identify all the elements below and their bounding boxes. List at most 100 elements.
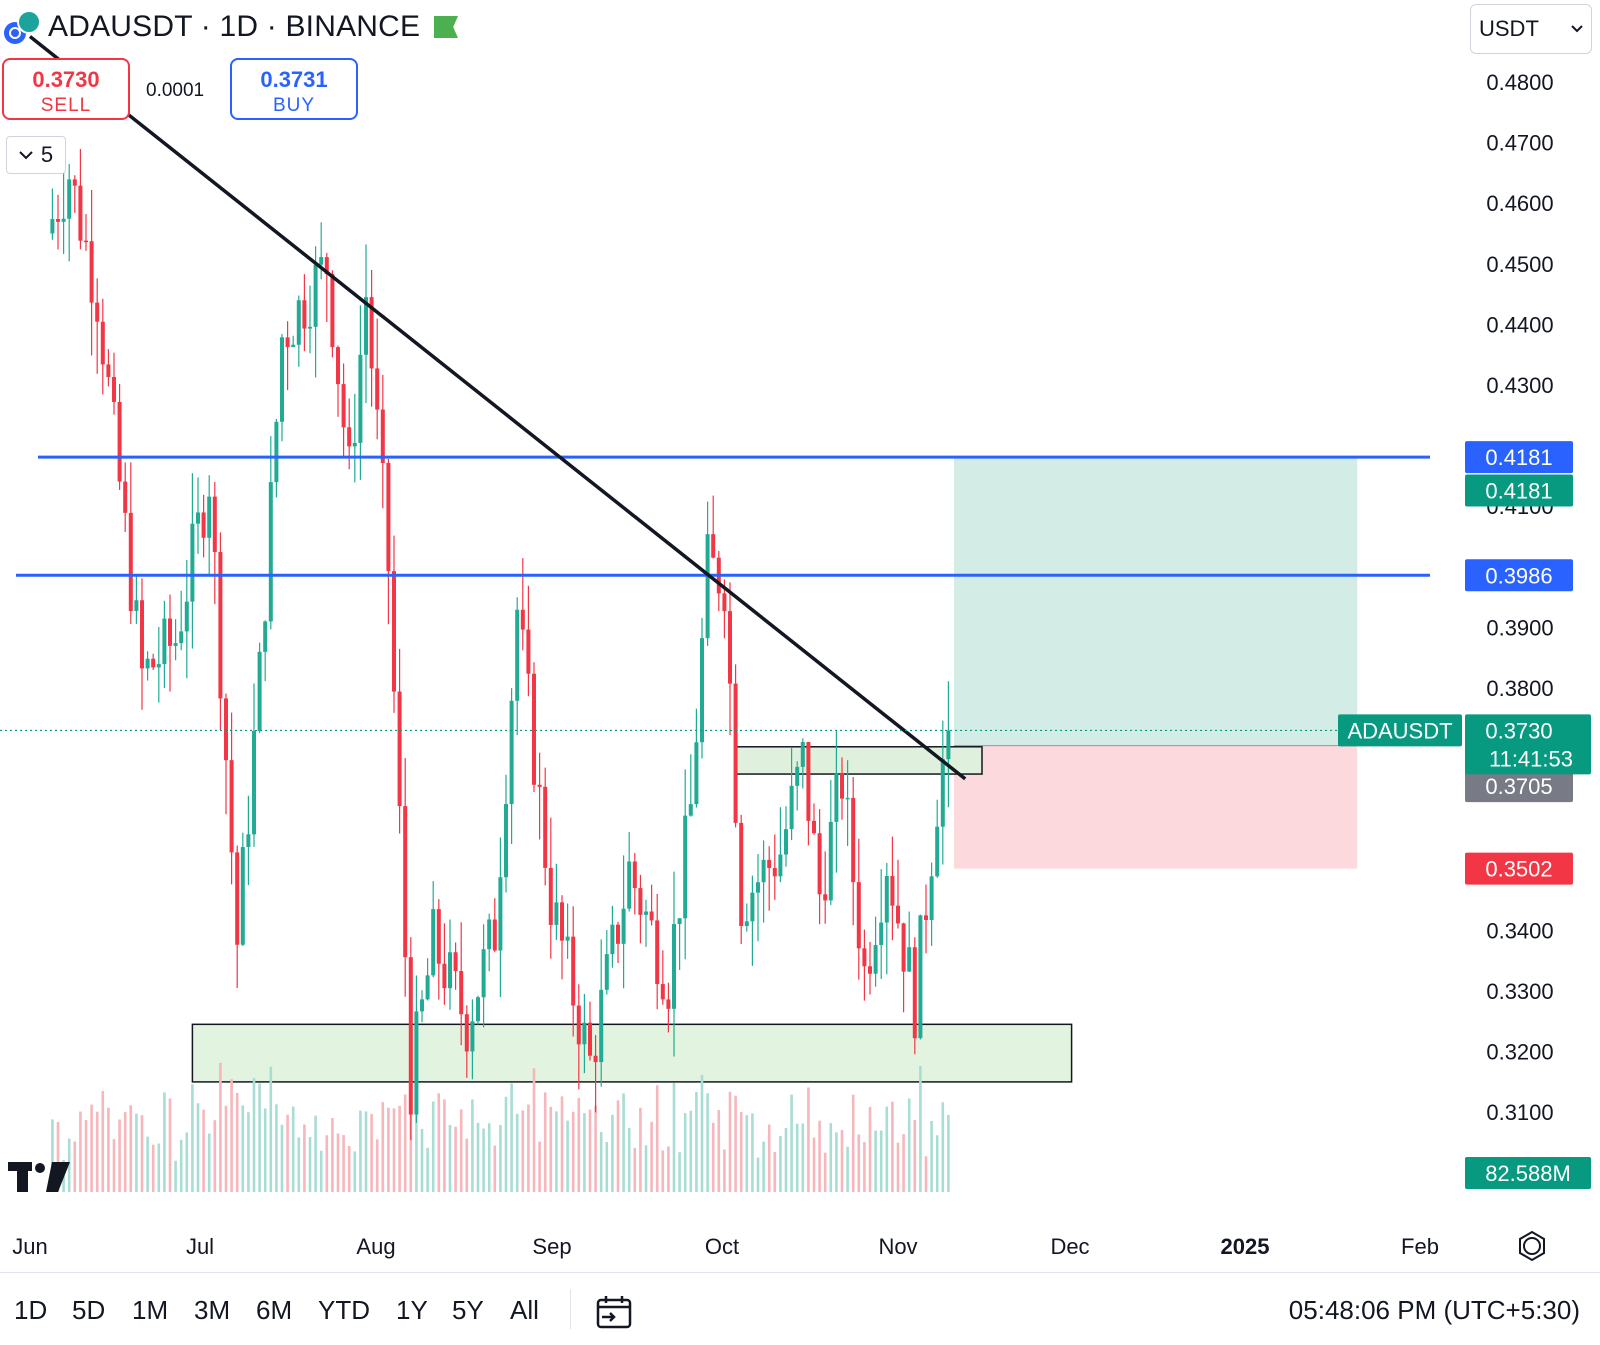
candle-body [487,919,492,950]
volume-bar [443,1099,446,1192]
candle-body [728,611,732,684]
volume-bar [717,1110,721,1192]
candle-body [705,534,710,639]
candle-body [347,427,352,447]
support-zone-1[interactable] [734,746,983,775]
candle-body [89,241,94,303]
range-1y[interactable]: 1Y [396,1295,428,1325]
candle-body [324,257,329,275]
candle-body [694,742,699,805]
range-6m[interactable]: 6M [256,1295,293,1325]
x-axis-tick-label: Oct [705,1234,739,1259]
candle-body [778,854,783,877]
candle-body [470,1021,475,1052]
volume-bar [510,1083,513,1192]
range-5y[interactable]: 5Y [452,1295,484,1325]
currency-select[interactable]: USDT [1470,4,1592,54]
x-axis-tick-label: Dec [1050,1234,1089,1259]
candle-body [240,847,245,945]
settings-gear-icon[interactable] [1523,1237,1541,1255]
candle-body [795,766,800,786]
lot-size-dropdown[interactable]: 5 [6,136,66,174]
candle-body [341,384,346,428]
candle-body [616,924,620,944]
candle-body [201,512,206,538]
price-label: 0.3502 [1485,857,1552,882]
candle-body [358,354,363,443]
candle-body [873,945,878,974]
volume-bar [818,1120,821,1192]
candle-body [509,700,514,805]
sell-button[interactable]: 0.3730 SELL [2,58,130,120]
candle-body [285,337,290,348]
flag-icon[interactable] [434,16,458,38]
volume-bar [90,1104,93,1192]
symbol-title[interactable]: ADAUSDT · 1D · BINANCE [48,10,421,43]
price-label-bg [1465,852,1573,885]
range-5d[interactable]: 5D [72,1295,106,1325]
range-1m[interactable]: 1M [132,1295,169,1325]
candle-body [677,918,682,925]
volume-bar [112,1139,116,1192]
volume-bar [364,1111,368,1192]
buy-button[interactable]: 0.3731 BUY [230,58,358,120]
candle-body [330,274,335,348]
candle-body [610,924,615,955]
range-all[interactable]: All [510,1295,539,1325]
candle-body [817,833,822,895]
range-3m[interactable]: 3M [194,1295,231,1325]
clock-timezone[interactable]: 05:48:06 PM (UTC+5:30) [1288,1295,1580,1325]
candle-body [750,892,755,922]
candle-body [722,593,727,612]
candle-body [890,876,895,906]
volume-bar [493,1145,497,1192]
volume-bar [426,1147,429,1192]
support-zone-0[interactable] [191,1023,1073,1083]
volume-bar [689,1110,693,1192]
candle-body [263,621,268,652]
candle-body [397,691,402,807]
volume-bar [527,1104,530,1192]
x-axis-tick-label: Aug [356,1234,395,1259]
volume-bar [157,1143,161,1192]
volume-bar [342,1135,345,1192]
candle-body [151,658,156,668]
y-axis-tick-label: 0.4500 [1486,252,1553,277]
volume-bar [807,1087,810,1192]
volume-bar [291,1106,295,1192]
price-chart[interactable]: 0.4800 0.4700 0.4600 0.4500 0.4400 0.4300 0.41… [0,0,1600,1272]
go-to-date-icon[interactable] [596,1295,632,1329]
volume-bar [723,1149,726,1192]
symbol-tag-bg [1338,714,1462,747]
volume-bar [191,1084,194,1192]
candle-body [207,496,212,538]
sell-price: 0.3730 [32,67,100,92]
candle-body [834,773,839,822]
price-label: 0.3705 [1485,774,1552,799]
candle-body [761,859,766,883]
volume-bar [588,1109,592,1192]
volume-bar [941,1102,945,1192]
volume-bar [801,1123,805,1192]
price-label-bg [1465,559,1573,592]
candle-body [246,834,251,848]
volume-bar [403,1094,407,1192]
candle-body [756,882,760,893]
volume-bar [549,1106,553,1192]
spread-value: 0.0001 [146,80,205,101]
position-target-area[interactable] [954,457,1358,746]
volume-bar [308,1137,312,1192]
candle-body [313,264,318,327]
settings-gear-icon[interactable] [1519,1230,1545,1262]
volume-bar [538,1141,541,1192]
candle-body [386,462,391,572]
position-stop-area[interactable] [954,745,1358,869]
candle-body [67,179,72,219]
volume-bar [868,1106,872,1192]
volume-bar [146,1136,149,1192]
range-ytd[interactable]: YTD [318,1295,370,1325]
volume-bar [695,1092,698,1192]
candle-body [532,673,536,785]
range-1d[interactable]: 1D [14,1295,48,1325]
trendline[interactable] [28,35,967,781]
